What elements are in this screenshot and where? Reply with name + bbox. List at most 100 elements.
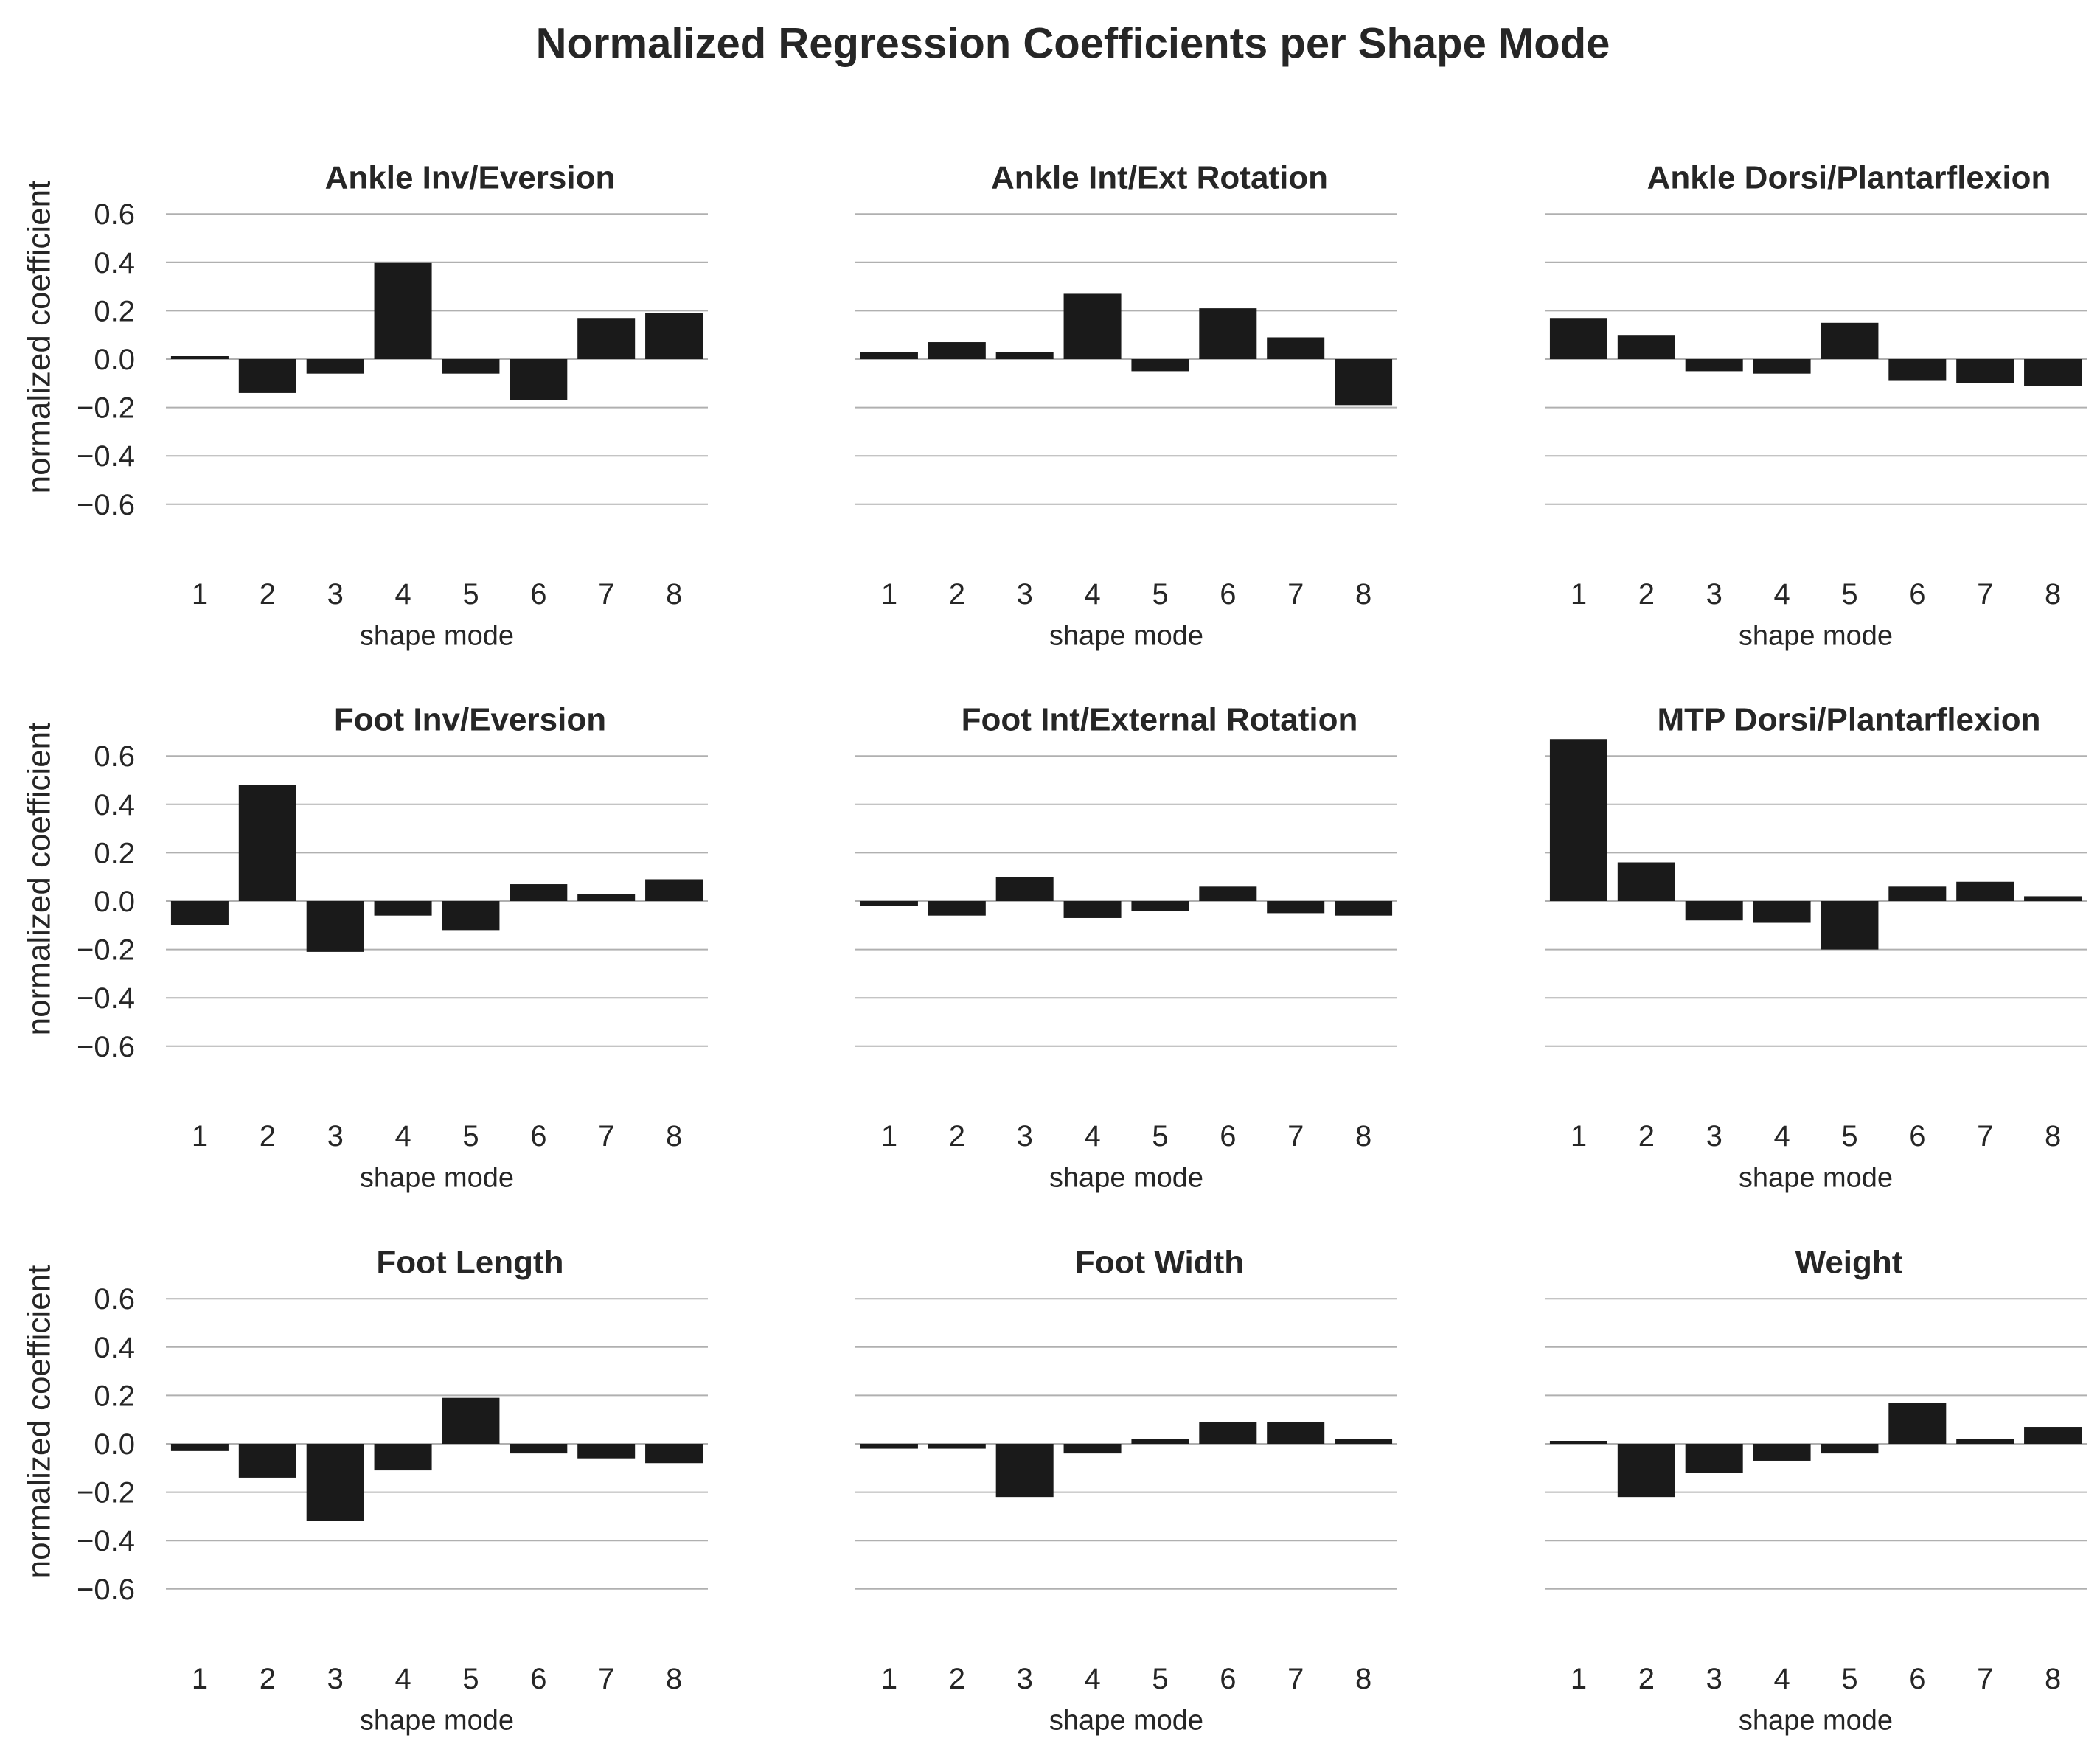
- panel-title: Ankle Inv/Eversion: [325, 159, 616, 195]
- bar-mode-7: [1956, 359, 2014, 383]
- bar-mode-1: [860, 1444, 918, 1449]
- bar-mode-7: [1956, 1439, 2014, 1444]
- bar-mode-6: [510, 1444, 568, 1454]
- bar-mode-1: [170, 1444, 229, 1451]
- x-tick-label: 6: [1909, 1663, 1925, 1695]
- bar-mode-3: [995, 877, 1054, 901]
- panel-title: Foot Int/External Rotation: [962, 701, 1358, 737]
- x-tick-label: 3: [1017, 1663, 1033, 1695]
- x-tick-label: 2: [949, 1120, 965, 1153]
- x-tick-label: 7: [1977, 1663, 1993, 1695]
- x-tick-label: 4: [394, 1663, 411, 1695]
- bar-mode-3: [306, 1444, 364, 1521]
- bar-mode-5: [1131, 901, 1189, 911]
- y-tick-label: 0.2: [94, 295, 135, 327]
- x-tick-label: 1: [192, 578, 208, 611]
- figure-title: Normalized Regression Coefficients per S…: [536, 19, 1610, 67]
- x-tick-label: 6: [1909, 578, 1925, 611]
- x-tick-label: 2: [260, 1120, 276, 1153]
- x-tick-label: 5: [462, 1120, 479, 1153]
- x-tick-label: 8: [1355, 1663, 1371, 1695]
- bar-mode-4: [1753, 1444, 1811, 1461]
- x-tick-label: 6: [1220, 1120, 1236, 1153]
- bar-mode-3: [1685, 1444, 1743, 1473]
- bar-mode-2: [928, 1444, 986, 1449]
- panel-title: Weight: [1795, 1244, 1903, 1280]
- y-tick-label: 0.4: [94, 789, 135, 821]
- x-tick-label: 5: [1841, 1120, 1857, 1153]
- x-axis-label: shape mode: [1739, 1162, 1893, 1193]
- x-tick-label: 7: [598, 578, 614, 611]
- bar-mode-1: [1549, 1441, 1607, 1444]
- bar-mode-5: [442, 901, 500, 931]
- bar-mode-6: [1199, 1422, 1257, 1444]
- x-tick-label: 5: [1152, 1663, 1168, 1695]
- panel-title: Foot Width: [1075, 1244, 1244, 1280]
- y-tick-label: 0.6: [94, 1283, 135, 1316]
- x-tick-label: 1: [1571, 1663, 1587, 1695]
- bar-mode-5: [1131, 359, 1189, 372]
- x-tick-label: 6: [530, 1120, 546, 1153]
- y-axis-label: normalized coefficient: [21, 723, 57, 1036]
- x-tick-label: 3: [1706, 1663, 1722, 1695]
- panel-3: 1 2 3 4 5 6 7 8 shape mode Ankle Dorsi/Plantarfle…: [1545, 159, 2087, 651]
- bar-mode-2: [928, 901, 986, 916]
- x-tick-label: 8: [1355, 578, 1371, 611]
- bar-mode-4: [1063, 1444, 1122, 1454]
- panel-9: 1 2 3 4 5 6 7 8 shape mode Weight: [1545, 1244, 2087, 1736]
- y-tick-label: −0.2: [77, 934, 135, 967]
- bar-mode-7: [577, 318, 636, 359]
- x-tick-label: 3: [1706, 578, 1722, 611]
- bar-mode-8: [645, 313, 703, 359]
- x-axis-label: shape mode: [360, 620, 514, 651]
- x-tick-label: 1: [192, 1663, 208, 1695]
- panel-title: Ankle Int/Ext Rotation: [991, 159, 1328, 195]
- bar-mode-7: [1956, 881, 2014, 901]
- bar-mode-2: [238, 1444, 296, 1478]
- x-tick-label: 6: [530, 578, 546, 611]
- bar-mode-3: [306, 901, 364, 952]
- x-tick-label: 3: [327, 1120, 344, 1153]
- x-tick-label: 5: [1152, 1120, 1168, 1153]
- bar-mode-1: [1549, 739, 1607, 901]
- bar-mode-4: [1753, 359, 1811, 374]
- x-axis-label: shape mode: [1049, 620, 1203, 651]
- x-tick-label: 1: [1571, 1120, 1587, 1153]
- bar-mode-5: [442, 359, 500, 374]
- x-tick-label: 2: [949, 1663, 965, 1695]
- x-tick-label: 4: [1773, 1663, 1790, 1695]
- x-tick-label: 5: [462, 578, 479, 611]
- y-tick-label: 0.0: [94, 1428, 135, 1461]
- x-tick-label: 7: [1287, 1120, 1304, 1153]
- x-axis-label: shape mode: [1049, 1705, 1203, 1736]
- x-tick-label: 6: [1220, 578, 1236, 611]
- x-tick-label: 1: [881, 578, 897, 611]
- x-tick-label: 3: [1017, 1120, 1033, 1153]
- bar-mode-8: [1335, 901, 1393, 916]
- x-tick-label: 3: [327, 1663, 344, 1695]
- bar-mode-4: [1063, 901, 1122, 918]
- x-tick-label: 1: [881, 1663, 897, 1695]
- bar-mode-2: [1617, 1444, 1675, 1498]
- y-axis-label: normalized coefficient: [21, 181, 57, 494]
- bar-mode-7: [1267, 1422, 1325, 1444]
- x-tick-label: 2: [1638, 578, 1655, 611]
- x-tick-label: 7: [1287, 578, 1304, 611]
- x-tick-label: 1: [192, 1120, 208, 1153]
- bar-mode-3: [306, 359, 364, 374]
- bar-mode-2: [238, 359, 296, 393]
- bar-mode-6: [510, 884, 568, 901]
- bar-mode-1: [1549, 318, 1607, 359]
- bar-mode-1: [860, 901, 918, 906]
- bar-mode-7: [577, 1444, 636, 1459]
- x-tick-label: 2: [260, 578, 276, 611]
- bar-mode-6: [1888, 1403, 1947, 1444]
- x-tick-label: 8: [666, 578, 682, 611]
- y-tick-label: 0.6: [94, 740, 135, 773]
- bar-mode-4: [374, 1444, 432, 1471]
- bar-mode-5: [1131, 1439, 1189, 1444]
- x-tick-label: 4: [1084, 578, 1100, 611]
- x-tick-label: 4: [1084, 1663, 1100, 1695]
- y-tick-label: −0.6: [77, 1031, 135, 1063]
